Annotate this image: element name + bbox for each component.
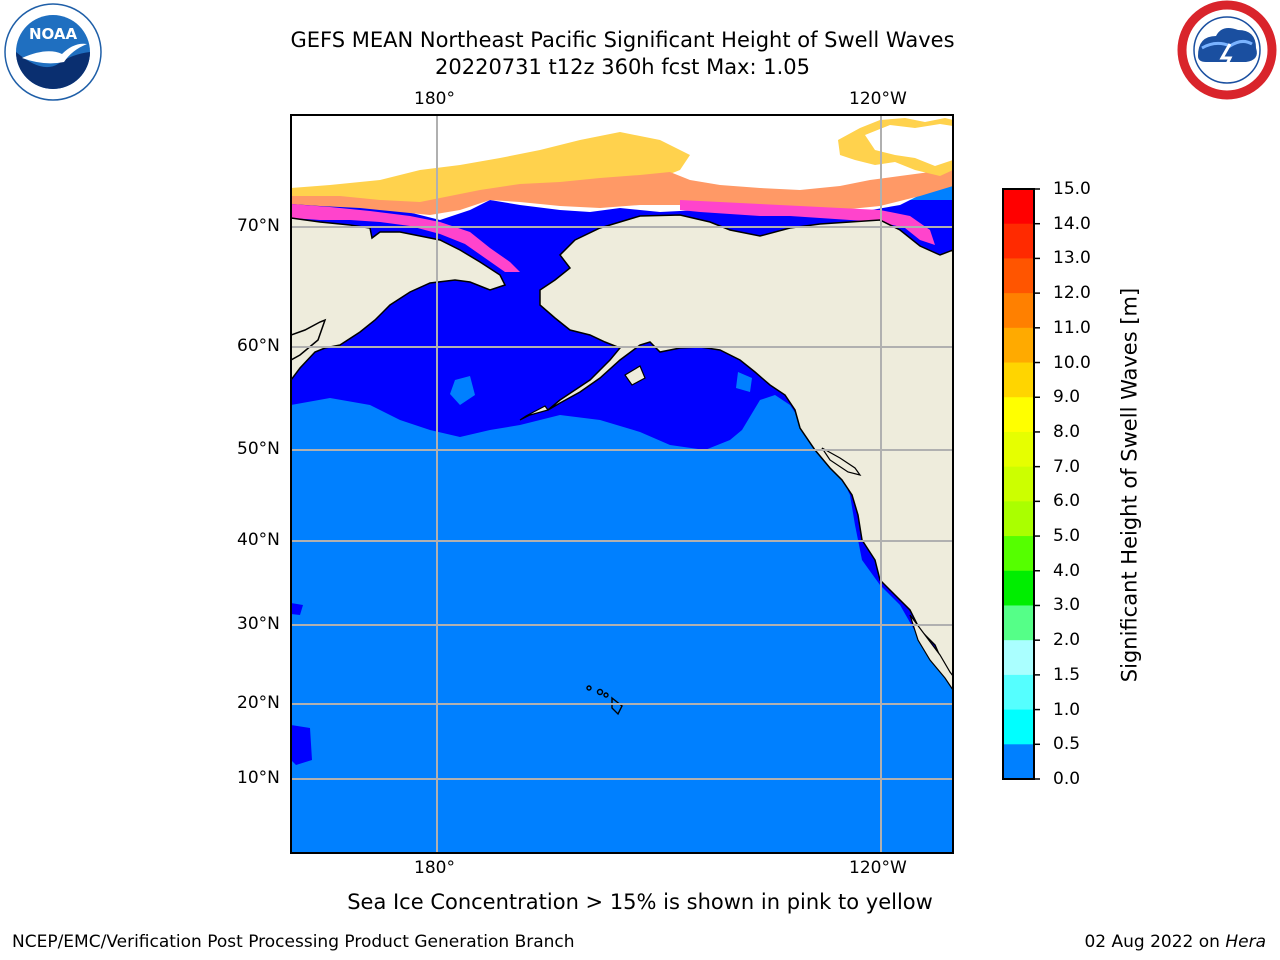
- colorbar-tick-label: 0.0: [1053, 769, 1081, 789]
- colorbar-block: [1003, 293, 1034, 329]
- colorbar-tick-label: 11.0: [1053, 317, 1091, 338]
- map-frame: [290, 114, 954, 854]
- colorbar-tick-label: 10.0: [1053, 352, 1091, 373]
- land-north-america: [539, 214, 953, 682]
- colorbar-block: [1003, 362, 1034, 398]
- lat-label-20n: 20°N: [237, 693, 280, 713]
- arctic-island-ne: [865, 124, 953, 166]
- colorbar-ticks: [1034, 188, 1040, 780]
- colorbar-tick-label: 13.0: [1053, 248, 1091, 269]
- lon-label-180-bottom: 180°: [414, 858, 455, 878]
- lon-label-120w-bottom: 120°W: [849, 858, 907, 878]
- colorbar-tick-label: 14.0: [1053, 213, 1091, 234]
- noaa-logo: NOAA: [4, 3, 102, 101]
- colorbar-tick-label: 12.0: [1053, 283, 1091, 304]
- sea-ice-caption: Sea Ice Concentration > 15% is shown in …: [347, 890, 933, 914]
- footer-date-text: 02 Aug 2022 on: [1084, 932, 1226, 952]
- chart-title: GEFS MEAN Northeast Pacific Significant …: [290, 28, 955, 52]
- colorbar-block: [1003, 258, 1034, 294]
- nws-logo: [1177, 0, 1277, 100]
- colorbar-tick-label: 4.0: [1053, 560, 1081, 581]
- lat-label-50n: 50°N: [237, 439, 280, 459]
- land-vancouver: [821, 447, 862, 476]
- noaa-logo-text: NOAA: [29, 25, 78, 43]
- land-aleutians: [519, 405, 550, 421]
- colorbar-block: [1003, 536, 1034, 572]
- colorbar-block: [1003, 501, 1034, 537]
- land-hawaii: [586, 685, 623, 716]
- colorbar-block: [1003, 397, 1034, 433]
- land-baja: [909, 614, 953, 692]
- land-kamchatka: [291, 318, 327, 361]
- sea-ice-yellow: [291, 132, 690, 208]
- colorbar-tick-label: 5.0: [1053, 526, 1081, 547]
- colorbar-block: [1003, 223, 1034, 259]
- colorbar-tick-label: 7.0: [1053, 456, 1081, 477]
- colorbar: [1003, 189, 1034, 780]
- colorbar-block: [1003, 709, 1034, 745]
- footer-host: Hera: [1225, 932, 1266, 952]
- lat-label-30n: 30°N: [237, 614, 280, 634]
- colorbar-block: [1003, 744, 1034, 780]
- colorbar-block: [1003, 640, 1034, 676]
- swell-blob: [450, 376, 475, 405]
- colorbar-tick-label: 2.0: [1053, 630, 1081, 651]
- land-kodiak: [624, 365, 646, 386]
- colorbar-tick-label: 0.5: [1053, 734, 1081, 755]
- colorbar-tick-label: 6.0: [1053, 491, 1081, 512]
- swell-blob: [736, 372, 752, 392]
- chart-subtitle: 20220731 t12z 360h fcst Max: 1.05: [435, 55, 810, 79]
- colorbar-block: [1003, 189, 1034, 225]
- sea-ice-pink: [680, 200, 935, 245]
- colorbar-tick-label: 8.0: [1053, 421, 1081, 442]
- low-swell-patch: [291, 603, 303, 615]
- colorbar-block: [1003, 570, 1034, 606]
- low-swell-patch: [291, 725, 312, 765]
- lon-label-180-top: 180°: [414, 89, 455, 109]
- lat-label-40n: 40°N: [237, 530, 280, 550]
- lon-label-120w-top: 120°W: [849, 89, 907, 109]
- colorbar-tick-label: 1.0: [1053, 699, 1081, 720]
- colorbar-block: [1003, 605, 1034, 641]
- sea-ice-orange: [291, 170, 953, 215]
- sea-ice-pink: [291, 204, 520, 272]
- colorbar-frame: [1002, 188, 1035, 780]
- colorbar-tick-label: 3.0: [1053, 595, 1081, 616]
- colorbar-tick-label: 15.0: [1053, 179, 1091, 199]
- colorbar-block: [1003, 431, 1034, 468]
- gridlines: [291, 115, 953, 853]
- colorbar-block: [1003, 674, 1034, 711]
- colorbar-title: Significant Height of Swell Waves [m]: [1117, 287, 1142, 683]
- lat-label-60n: 60°N: [237, 336, 280, 356]
- lat-label-10n: 10°N: [237, 768, 280, 788]
- colorbar-block: [1003, 466, 1034, 502]
- colorbar-tick-label: 9.0: [1053, 387, 1081, 408]
- footer-date: 02 Aug 2022 on Hera: [1084, 932, 1266, 952]
- colorbar-block: [1003, 327, 1034, 364]
- footer-credit: NCEP/EMC/Verification Post Processing Pr…: [12, 932, 575, 952]
- lat-label-70n: 70°N: [237, 216, 280, 236]
- colorbar-tick-label: 1.5: [1053, 664, 1081, 685]
